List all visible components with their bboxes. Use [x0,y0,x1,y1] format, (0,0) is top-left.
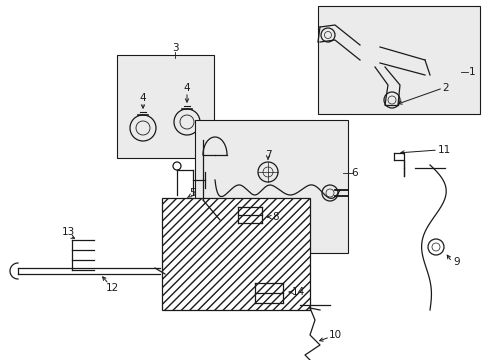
Text: 1: 1 [468,67,474,77]
Text: 10: 10 [328,330,341,340]
Text: 5: 5 [189,188,196,198]
Text: 3: 3 [171,43,178,53]
Bar [162,198,309,310]
Bar [317,6,479,114]
Text: 14: 14 [291,287,304,297]
Bar [117,55,214,158]
Text: 8: 8 [272,212,279,222]
Text: 9: 9 [453,257,459,267]
Text: 4: 4 [183,83,190,93]
Text: 12: 12 [105,283,119,293]
Text: 6: 6 [351,168,358,178]
Bar [195,120,347,253]
Text: 11: 11 [436,145,450,155]
Text: 2: 2 [442,83,448,93]
Text: 7: 7 [264,150,271,160]
Text: 13: 13 [61,227,75,237]
Text: 4: 4 [140,93,146,103]
